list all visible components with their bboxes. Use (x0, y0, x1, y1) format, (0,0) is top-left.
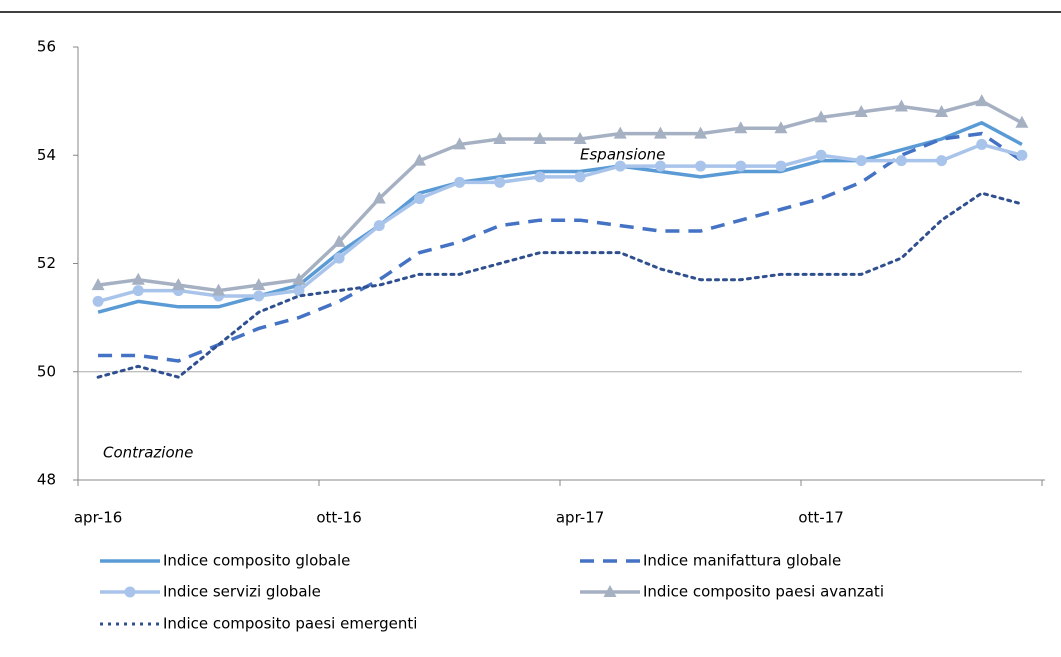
marker (372, 191, 386, 204)
legend-marker (603, 585, 617, 597)
marker (854, 104, 868, 117)
legend-label: Indice composito paesi avanzati (643, 583, 884, 601)
legend-marker (124, 586, 136, 598)
marker (333, 252, 345, 264)
marker (935, 104, 949, 117)
marker (734, 121, 748, 134)
y-tick-label: 56 (37, 38, 56, 56)
marker (132, 285, 144, 297)
marker (613, 126, 627, 139)
marker (814, 110, 828, 123)
marker (252, 278, 266, 291)
series-line (97, 142, 1023, 304)
marker (412, 153, 426, 166)
marker (774, 121, 788, 134)
marker (815, 149, 827, 161)
y-tick-label: 54 (37, 146, 56, 164)
legend-label: Indice composito globale (163, 552, 350, 570)
marker (413, 193, 425, 205)
marker (895, 155, 907, 167)
y-tick-label: 52 (37, 254, 56, 272)
marker (453, 137, 467, 150)
marker (614, 160, 626, 172)
marker (533, 132, 547, 145)
marker (292, 272, 306, 285)
marker (131, 272, 145, 285)
marker (695, 160, 707, 172)
marker (212, 283, 226, 296)
marker (534, 171, 546, 183)
legend-label: Indice manifattura globale (643, 552, 841, 570)
marker (92, 295, 104, 307)
marker (855, 155, 867, 167)
series-line (98, 131, 1023, 363)
x-tick-label: apr-16 (74, 509, 122, 527)
marker (775, 160, 787, 172)
marker (293, 285, 305, 297)
marker (373, 220, 385, 232)
series-line (96, 191, 1024, 379)
marker (976, 138, 988, 150)
legend-label: Indice composito paesi emergenti (163, 615, 417, 633)
marker (253, 290, 265, 302)
x-tick-label: apr-17 (556, 509, 604, 527)
annotation: Espansione (580, 146, 665, 164)
marker (573, 132, 587, 145)
series-line (97, 120, 1023, 314)
marker (1015, 115, 1029, 128)
marker (936, 155, 948, 167)
marker (654, 160, 666, 172)
marker (332, 234, 346, 247)
legend-label: Indice servizi globale (163, 583, 321, 601)
marker (1016, 149, 1028, 161)
marker (894, 99, 908, 112)
marker (493, 132, 507, 145)
marker (171, 278, 185, 291)
marker (735, 160, 747, 172)
marker (694, 126, 708, 139)
y-tick-label: 48 (37, 471, 56, 489)
y-tick-label: 50 (37, 362, 56, 380)
series-line (97, 99, 1023, 293)
marker (454, 176, 466, 188)
x-tick-label: ott-17 (798, 509, 843, 527)
x-tick-label: ott-16 (316, 509, 361, 527)
marker (91, 278, 105, 291)
marker (975, 94, 989, 107)
marker (653, 126, 667, 139)
annotation: Contrazione (103, 444, 193, 462)
marker (574, 171, 586, 183)
marker (494, 176, 506, 188)
